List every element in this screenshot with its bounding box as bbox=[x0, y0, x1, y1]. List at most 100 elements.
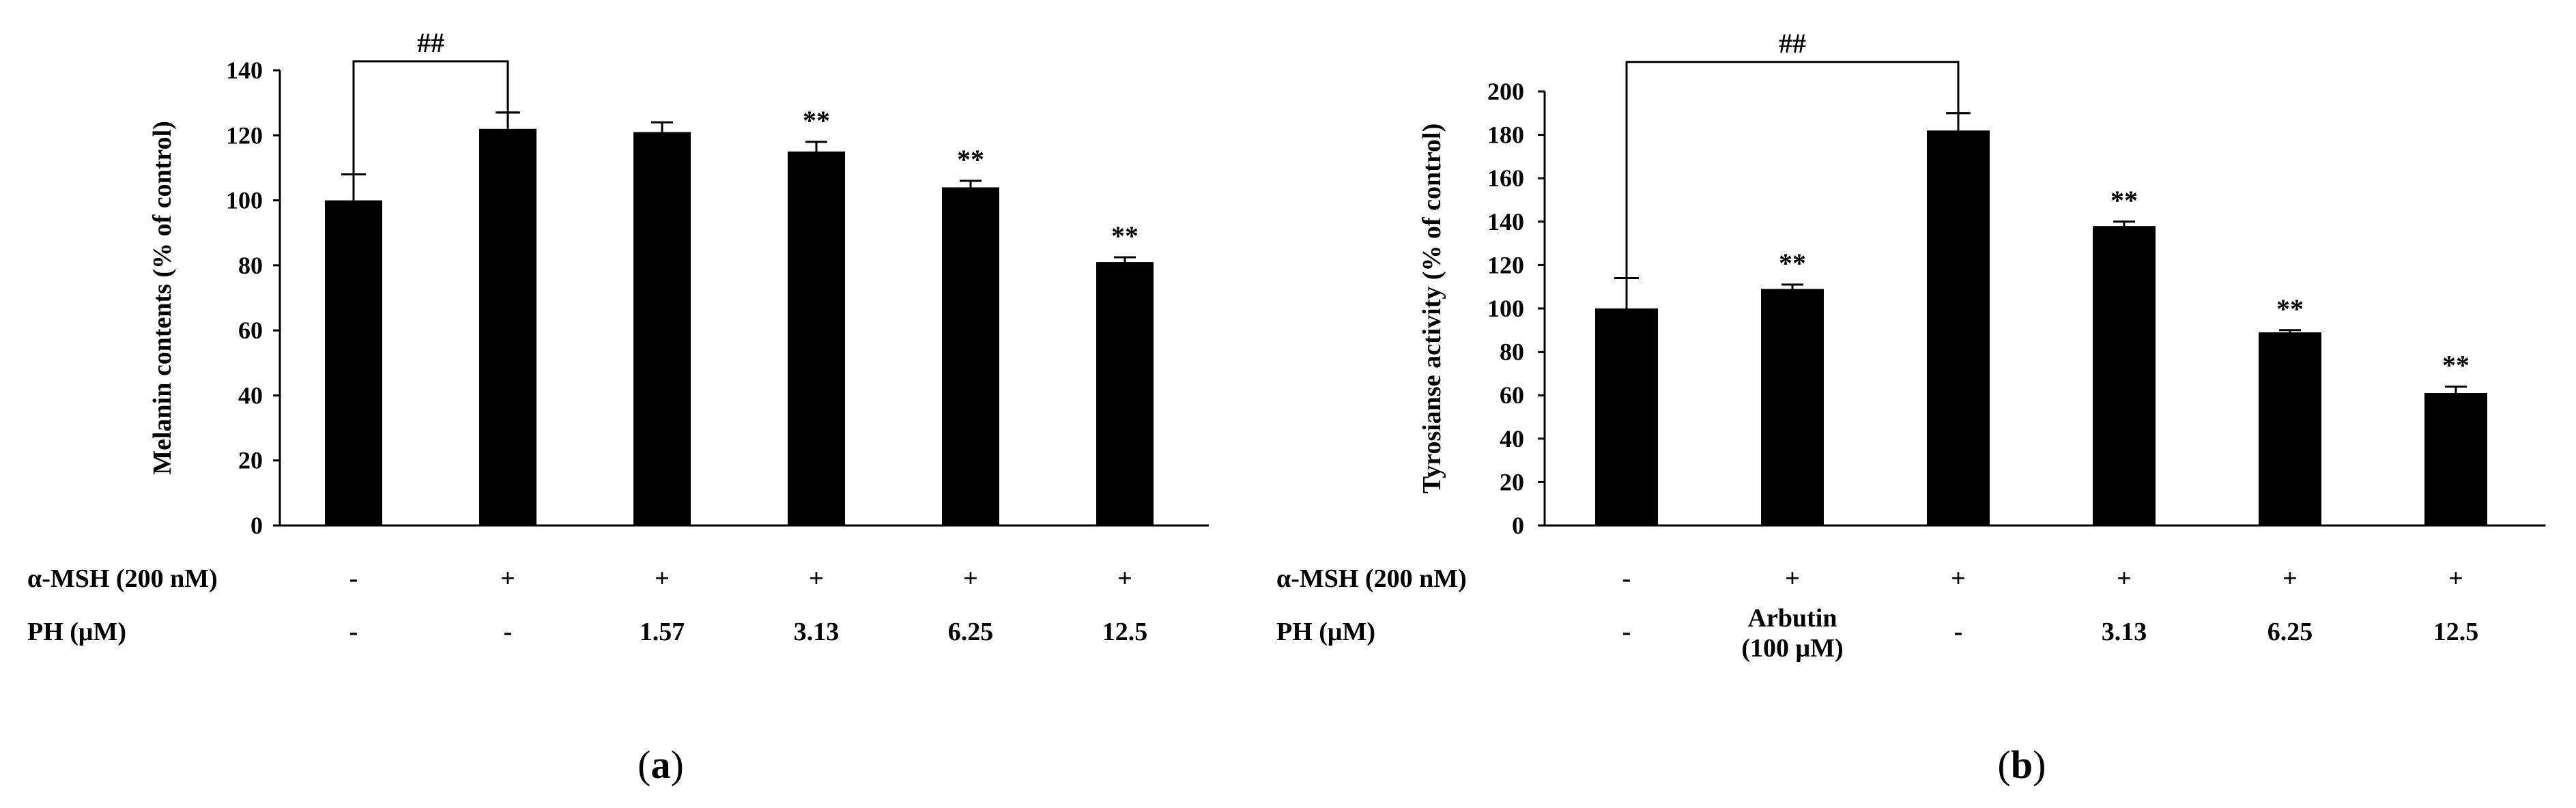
y-axis-title: Tyrosianse activity (% of control) bbox=[1418, 124, 1446, 493]
significance-label: ** bbox=[2276, 293, 2304, 324]
row-value: - bbox=[1954, 618, 1963, 646]
row-value-line: + bbox=[500, 564, 515, 593]
significance-label: ** bbox=[1779, 248, 1806, 278]
row-value: + bbox=[655, 564, 670, 593]
panel-label: (a) bbox=[638, 742, 684, 787]
y-tick-label: 80 bbox=[238, 252, 263, 279]
y-tick-label: 100 bbox=[226, 187, 263, 214]
significance-bracket bbox=[1625, 61, 1960, 278]
row-label: PH (μM) bbox=[27, 618, 126, 646]
bar bbox=[325, 200, 382, 525]
row-value-line: - bbox=[349, 564, 358, 593]
row-value-line: + bbox=[809, 564, 824, 593]
row-value-line: (100 μM) bbox=[1741, 634, 1843, 663]
row-value: 3.13 bbox=[2102, 618, 2147, 646]
row-value: + bbox=[500, 564, 515, 593]
row-label: PH (μM) bbox=[1276, 618, 1375, 646]
y-tick-label: 100 bbox=[1487, 295, 1524, 322]
row-value: + bbox=[2282, 564, 2298, 593]
row-value-line: - bbox=[349, 618, 358, 646]
row-value-line: 6.25 bbox=[948, 618, 994, 646]
significance-label: ** bbox=[2110, 185, 2138, 216]
row-value-line: - bbox=[1622, 618, 1631, 646]
y-tick-label: 20 bbox=[1500, 468, 1524, 495]
row-value-line: + bbox=[1951, 564, 1966, 593]
y-tick-label: 180 bbox=[1487, 121, 1524, 149]
bar bbox=[1761, 289, 1824, 525]
bar bbox=[942, 187, 999, 525]
significance-label: ** bbox=[1111, 220, 1139, 251]
panel-label-open: ( bbox=[1998, 742, 2011, 787]
panel-label-close: ) bbox=[671, 742, 684, 787]
panel-label-letter: a bbox=[651, 742, 671, 787]
significance-bracket bbox=[352, 60, 509, 175]
row-value: - bbox=[1622, 618, 1631, 646]
row-value-line: + bbox=[2282, 564, 2298, 593]
row-value: + bbox=[1785, 564, 1800, 593]
row-value-line: 12.5 bbox=[2433, 618, 2479, 646]
bar bbox=[1595, 308, 1658, 525]
y-tick-label: 140 bbox=[1487, 208, 1524, 235]
row-value: + bbox=[2448, 564, 2463, 593]
bracket-label: ## bbox=[1779, 28, 1806, 59]
y-tick-label: 40 bbox=[1500, 425, 1524, 452]
significance-label: ** bbox=[957, 144, 984, 175]
row-value: - bbox=[1622, 564, 1631, 593]
row-label: α-MSH (200 nM) bbox=[1276, 564, 1467, 593]
y-tick-label: 0 bbox=[251, 512, 263, 539]
row-value-line: 12.5 bbox=[1102, 618, 1148, 646]
row-value-line: + bbox=[1785, 564, 1800, 593]
y-tick-label: 20 bbox=[238, 447, 263, 474]
significance-label: ** bbox=[803, 105, 830, 136]
row-value: - bbox=[349, 564, 358, 593]
row-value-line: - bbox=[1622, 564, 1631, 593]
y-tick-label: 160 bbox=[1487, 164, 1524, 192]
row-value: 12.5 bbox=[2433, 618, 2479, 646]
y-tick-label: 120 bbox=[1487, 251, 1524, 278]
y-tick-label: 200 bbox=[1487, 78, 1524, 105]
row-value-line: 3.13 bbox=[794, 618, 840, 646]
significance-label: ** bbox=[2442, 349, 2470, 380]
row-value: Arbutin (100 μM) bbox=[1741, 604, 1843, 663]
row-value: 6.25 bbox=[2267, 618, 2313, 646]
row-value: + bbox=[1117, 564, 1132, 593]
row-value-line: 1.57 bbox=[640, 618, 685, 646]
row-label: α-MSH (200 nM) bbox=[27, 564, 218, 593]
y-tick-label: 60 bbox=[1500, 381, 1524, 409]
y-tick-label: 120 bbox=[226, 121, 263, 149]
row-value: - bbox=[349, 618, 358, 646]
row-value-line: + bbox=[1117, 564, 1132, 593]
row-value: + bbox=[1951, 564, 1966, 593]
row-value: + bbox=[809, 564, 824, 593]
row-value-line: + bbox=[2117, 564, 2132, 593]
bar bbox=[2093, 226, 2156, 525]
panel-label-open: ( bbox=[638, 742, 650, 787]
y-tick-label: 40 bbox=[238, 381, 263, 409]
panel-b: 0 20 40 60 80 100 120 140 160 180 200 Tyrosianse ac… bbox=[1276, 28, 2546, 787]
row-value: 6.25 bbox=[948, 618, 994, 646]
bracket-label: ## bbox=[417, 27, 444, 58]
row-value-line: + bbox=[963, 564, 978, 593]
row-value: + bbox=[2117, 564, 2132, 593]
y-axis-title: Melanin contents (% of control) bbox=[148, 121, 177, 475]
bar bbox=[1096, 262, 1154, 525]
bar bbox=[1927, 130, 1990, 526]
row-value-line: - bbox=[504, 618, 513, 646]
panel-a: 0 20 40 60 80 100 120 140 Melanin contents (% of… bbox=[27, 27, 1209, 787]
bar bbox=[2424, 393, 2487, 525]
y-tick-label: 140 bbox=[226, 57, 263, 84]
bar bbox=[633, 132, 691, 525]
row-value: 3.13 bbox=[794, 618, 840, 646]
row-value-line: 3.13 bbox=[2102, 618, 2147, 646]
row-value-line: Arbutin bbox=[1748, 604, 1837, 633]
row-value: 1.57 bbox=[640, 618, 685, 646]
row-value-line: - bbox=[1954, 618, 1963, 646]
row-value-line: 6.25 bbox=[2267, 618, 2313, 646]
row-value-line: + bbox=[655, 564, 670, 593]
bar bbox=[2259, 332, 2321, 525]
y-tick-label: 0 bbox=[1512, 512, 1524, 539]
row-value-line: + bbox=[2448, 564, 2463, 593]
y-tick-label: 80 bbox=[1500, 338, 1524, 366]
panel-label-close: ) bbox=[2033, 742, 2046, 787]
